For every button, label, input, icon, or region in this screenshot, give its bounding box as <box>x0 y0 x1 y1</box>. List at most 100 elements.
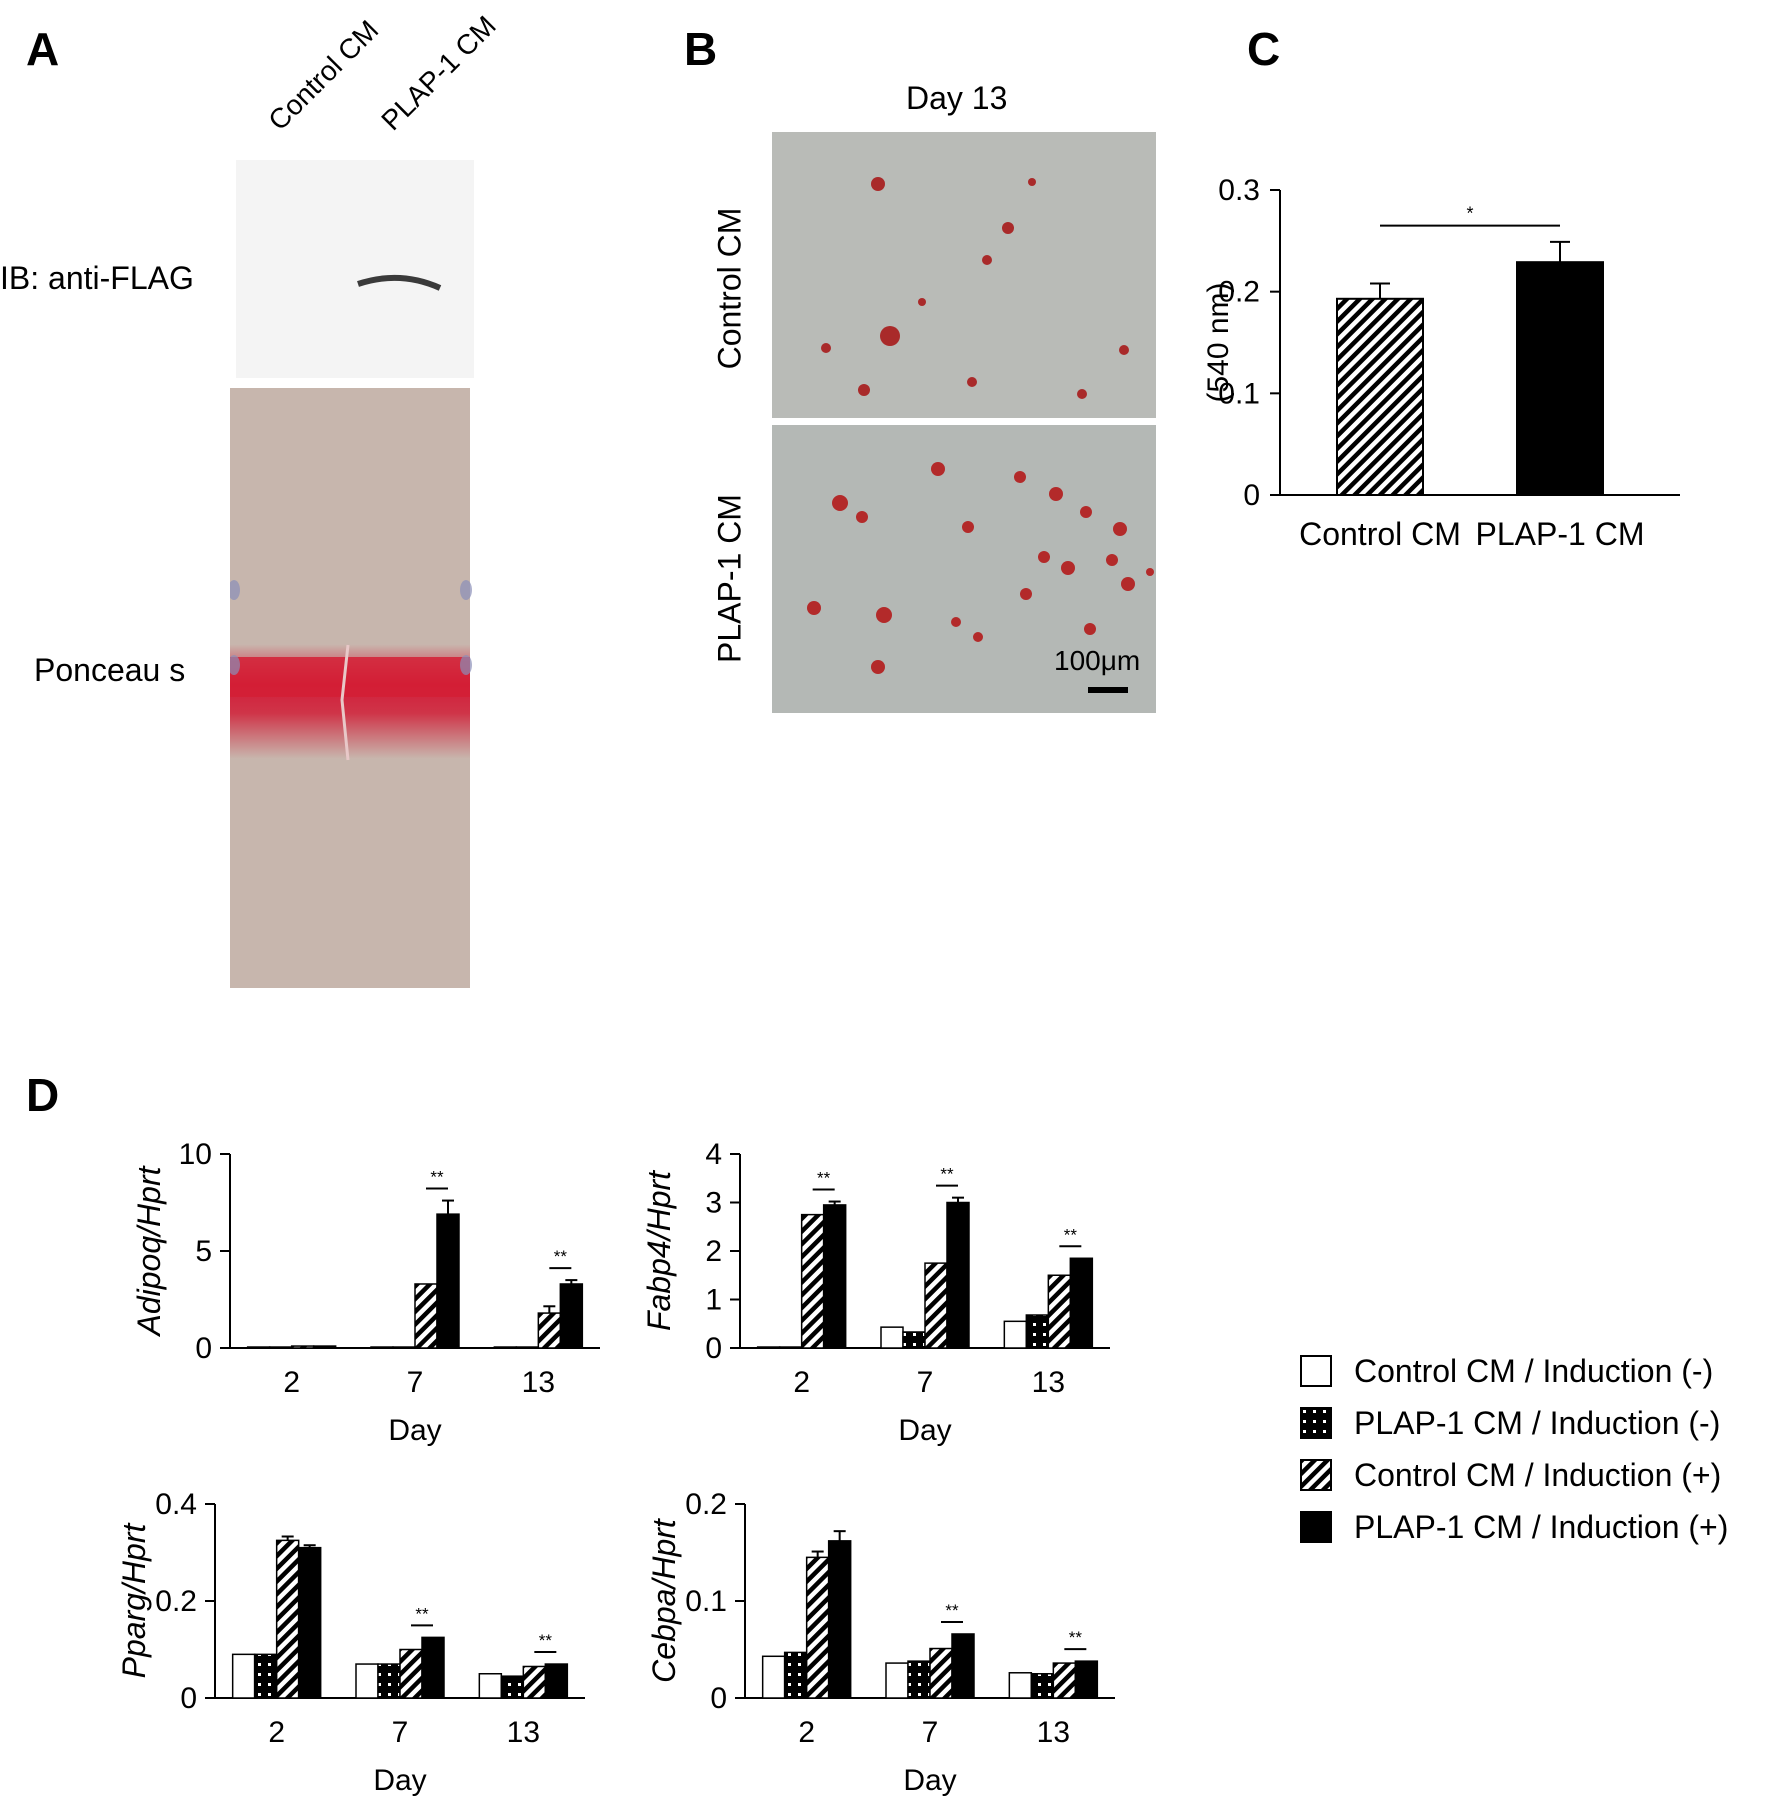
legend-swatch-black <box>1300 1511 1332 1543</box>
bar <box>1025 1314 1050 1349</box>
y-tick-label: 1 <box>705 1284 722 1317</box>
bar <box>1069 1257 1094 1349</box>
bar <box>1336 297 1424 496</box>
significance-label: ** <box>940 1165 954 1184</box>
oil-red-o-micrographs: 100μm <box>772 132 1156 713</box>
bar <box>924 1262 948 1349</box>
legend-swatch-dotted <box>1300 1407 1332 1439</box>
x-tick-label: 7 <box>392 1716 409 1749</box>
significance-label: ** <box>1064 1225 1078 1244</box>
bar <box>800 1213 825 1349</box>
x-tick-label: 7 <box>917 1366 934 1399</box>
x-tick-label: 2 <box>793 1366 810 1399</box>
x-tick-label: 2 <box>798 1716 815 1749</box>
bar <box>756 1346 781 1349</box>
y-tick-label: 0.2 <box>155 1585 197 1618</box>
bar <box>822 1204 847 1349</box>
bar <box>827 1540 852 1699</box>
panel-label-d: D <box>26 1069 60 1121</box>
row-label-control: Control CM <box>711 207 748 370</box>
y-tick-label: 4 <box>705 1138 722 1171</box>
bar <box>1003 1320 1028 1349</box>
flag-band <box>357 274 442 291</box>
legend-item: Control CM / Induction (-) <box>1300 1345 1728 1397</box>
bar <box>275 1539 300 1699</box>
bar <box>290 1345 315 1349</box>
legend-item: Control CM / Induction (+) <box>1300 1449 1728 1501</box>
y-axis-label: Adipoq/Hprt <box>131 1165 167 1337</box>
significance-label: ** <box>554 1247 568 1266</box>
y-tick-label: 10 <box>179 1138 212 1171</box>
anti-flag-blot <box>236 160 474 378</box>
bar <box>544 1663 569 1699</box>
chart-fabp4: 0 1 2 3 4 Fabp4/Hprt ** 2 ** 7 ** 13 Day <box>641 1138 1110 1447</box>
chart-c: 0 0.1 0.2 0.3 (540 nm) Control CM PLAP-1 CM * <box>1202 174 1680 552</box>
significance-label: ** <box>817 1169 831 1188</box>
scale-bar-label: 100μm <box>1054 645 1140 676</box>
bar <box>902 1331 926 1349</box>
bar <box>231 1653 256 1699</box>
x-tick-label: 13 <box>1037 1716 1070 1749</box>
bar <box>297 1546 322 1699</box>
y-tick-label: 5 <box>195 1235 212 1268</box>
bar <box>414 1283 438 1349</box>
x-axis-label: Day <box>898 1414 951 1447</box>
y-tick-label: 0.2 <box>1218 276 1260 309</box>
bar <box>421 1636 445 1699</box>
micrograph-control <box>772 132 1156 418</box>
bar <box>783 1651 808 1699</box>
significance-label: ** <box>539 1631 553 1650</box>
y-tick-label: 3 <box>705 1187 722 1220</box>
bar <box>399 1648 423 1699</box>
x-axis-label: Day <box>388 1414 441 1447</box>
y-tick-label: 0.2 <box>685 1488 727 1521</box>
y-tick-label: 0 <box>195 1332 212 1365</box>
bar <box>559 1283 584 1349</box>
bar <box>537 1312 562 1349</box>
western-blot-images <box>230 160 474 988</box>
bar <box>778 1346 803 1349</box>
x-tick-label: PLAP-1 CM <box>1476 516 1645 552</box>
y-tick-label: 0 <box>180 1682 197 1715</box>
bar <box>355 1663 379 1699</box>
row-label-plap1: PLAP-1 CM <box>711 494 748 663</box>
bar <box>268 1346 293 1349</box>
bar <box>907 1660 931 1699</box>
y-tick-label: 2 <box>705 1235 722 1268</box>
significance-label: ** <box>1069 1628 1083 1647</box>
bar <box>946 1201 970 1349</box>
x-tick-label: 13 <box>507 1716 540 1749</box>
x-tick-label: 2 <box>283 1366 300 1399</box>
x-axis-label: Day <box>373 1764 426 1797</box>
y-tick-label: 0.3 <box>1218 174 1260 207</box>
micrograph-plap1 <box>772 425 1156 713</box>
lane-label-control: Control CM <box>262 14 385 137</box>
bar <box>478 1673 503 1699</box>
legend-item: PLAP-1 CM / Induction (-) <box>1300 1397 1728 1449</box>
legend-label: Control CM / Induction (-) <box>1354 1352 1714 1389</box>
y-tick-label: 0 <box>705 1332 722 1365</box>
significance-label: ** <box>430 1168 444 1187</box>
bar <box>951 1633 975 1699</box>
y-tick-label: 0 <box>1243 479 1260 512</box>
legend-label: Control CM / Induction (+) <box>1354 1456 1722 1493</box>
bar <box>761 1655 786 1699</box>
legend-label: PLAP-1 CM / Induction (-) <box>1354 1404 1721 1441</box>
bar <box>1047 1274 1072 1349</box>
bar <box>522 1665 547 1699</box>
bar <box>500 1675 525 1699</box>
panel-label-c: C <box>1247 23 1281 75</box>
bar <box>377 1663 401 1699</box>
y-tick-label: 0.4 <box>155 1488 197 1521</box>
bar <box>436 1213 460 1349</box>
x-tick-label: 13 <box>522 1366 555 1399</box>
significance-label: * <box>1466 204 1473 224</box>
y-tick-label: 0.1 <box>1218 377 1260 410</box>
bar <box>253 1653 278 1699</box>
bar <box>805 1556 830 1699</box>
bar <box>392 1346 416 1349</box>
bar <box>929 1647 953 1699</box>
y-axis-label: Fabp4/Hprt <box>641 1170 677 1331</box>
